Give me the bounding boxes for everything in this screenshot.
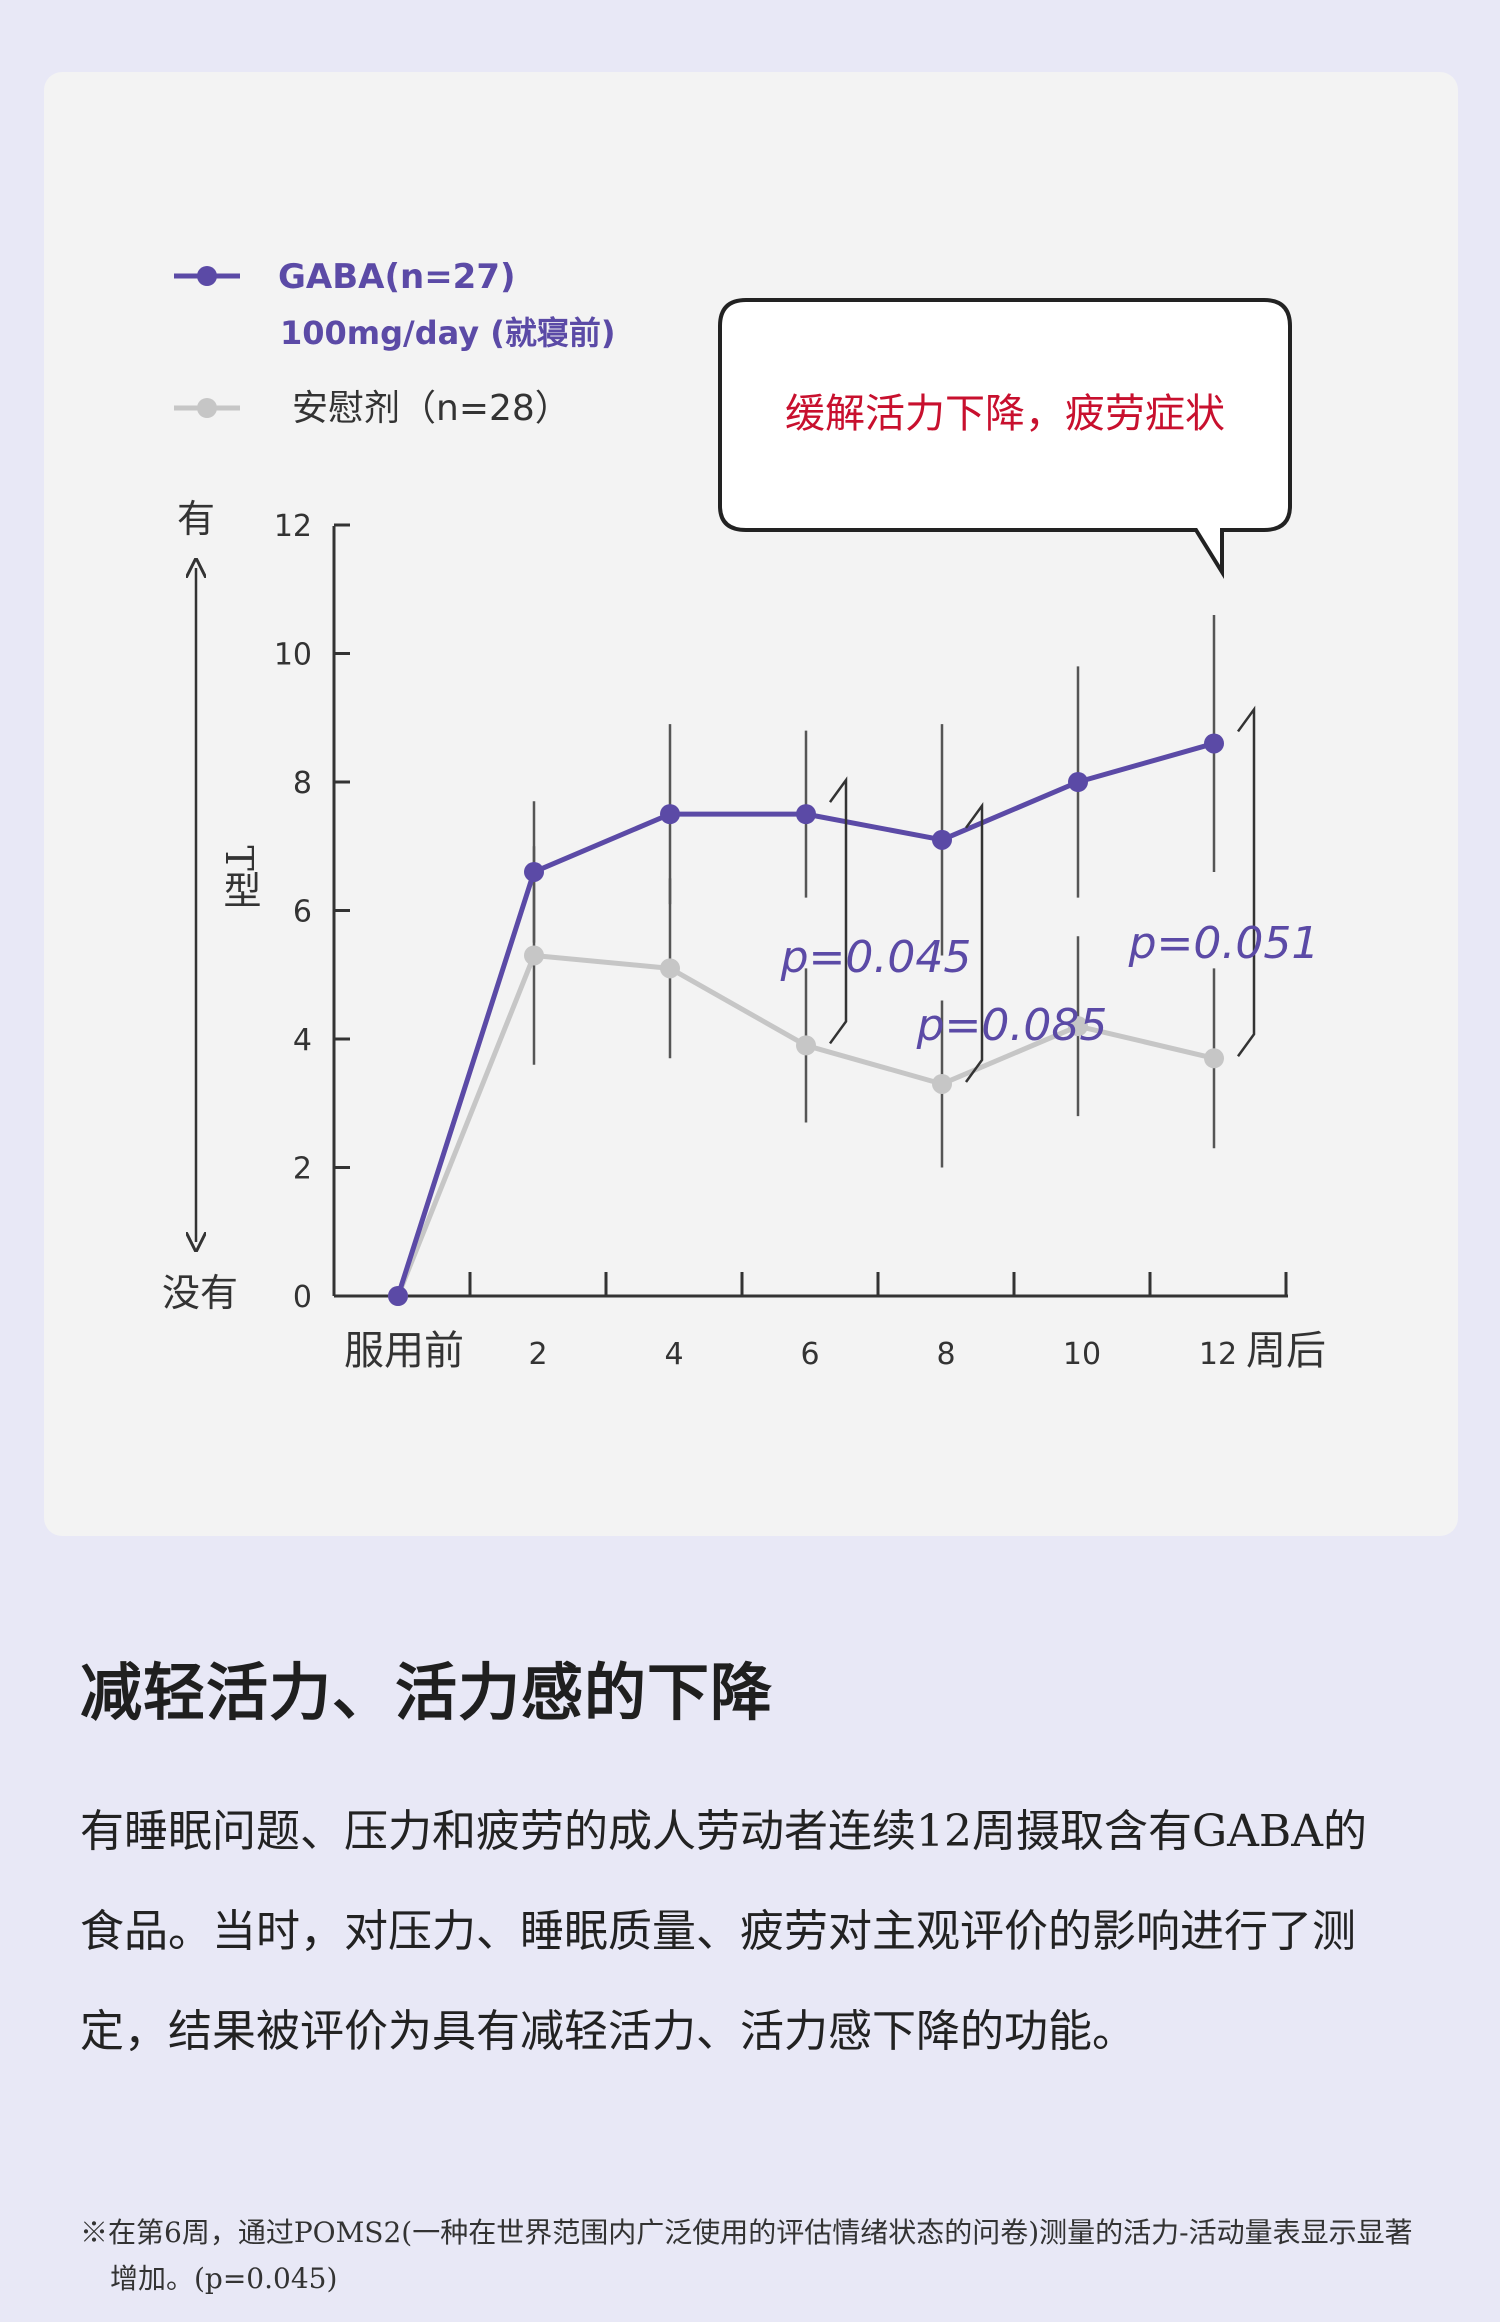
significance-bracket bbox=[1236, 705, 1256, 1058]
p-value-label: p=0.051 bbox=[1128, 918, 1320, 969]
legend: GABA(n=27) 100mg/day (就寝前) 安慰剂（n=28） bbox=[174, 257, 616, 429]
chart-card: GABA(n=27) 100mg/day (就寝前) 安慰剂（n=28） 缓解活… bbox=[44, 72, 1458, 1536]
data-point bbox=[660, 958, 680, 979]
x-tick-label: 2 bbox=[528, 1337, 547, 1372]
x-tick-label: 8 bbox=[936, 1337, 955, 1372]
legend-gaba-label: GABA(n=27) bbox=[278, 257, 516, 297]
callout-bubble: 缓解活力下降，疲劳症状 bbox=[718, 298, 1292, 580]
y-tick-label: 8 bbox=[293, 766, 312, 801]
y-tick-label: 10 bbox=[274, 638, 312, 673]
legend-gaba-marker bbox=[197, 266, 217, 286]
x-tick-label: 12 bbox=[1199, 1337, 1237, 1372]
data-point bbox=[524, 945, 544, 966]
y-axis-label: T型 bbox=[217, 845, 261, 908]
y-bottom-label: 没有 bbox=[162, 1271, 238, 1315]
callout-text: 缓解活力下降，疲劳症状 bbox=[785, 391, 1225, 437]
p-value-label: p=0.045 bbox=[780, 932, 972, 983]
section-heading: 减轻活力、活力感的下降 bbox=[80, 1656, 774, 1729]
data-point bbox=[660, 804, 680, 825]
data-point bbox=[932, 829, 952, 850]
x-tick-label: 4 bbox=[664, 1337, 683, 1372]
x-tick-label: 10 bbox=[1063, 1337, 1101, 1372]
axes: 0 2 4 6 8 10 12 服用前 2 4 6 8 10 12 周后 bbox=[274, 509, 1326, 1374]
x-tick-label: 服用前 bbox=[344, 1328, 464, 1374]
x-unit-label: 周后 bbox=[1246, 1328, 1326, 1374]
x-tick-label: 6 bbox=[800, 1337, 819, 1372]
data-point bbox=[1068, 772, 1088, 792]
p-value-label: p=0.085 bbox=[916, 1000, 1108, 1051]
data-point bbox=[524, 861, 544, 882]
y-direction-arrow: 有 没有 T型 bbox=[162, 497, 261, 1315]
y-ticks: 0 2 4 6 8 10 12 bbox=[274, 509, 350, 1315]
y-tick-label: 0 bbox=[293, 1280, 312, 1315]
y-tick-label: 12 bbox=[274, 509, 312, 544]
x-ticks: 服用前 2 4 6 8 10 12 周后 bbox=[344, 1272, 1326, 1374]
legend-placebo-marker bbox=[197, 398, 217, 418]
series-gaba bbox=[388, 614, 1224, 1306]
data-point bbox=[1204, 1048, 1224, 1069]
line-chart: GABA(n=27) 100mg/day (就寝前) 安慰剂（n=28） 缓解活… bbox=[162, 257, 1326, 1374]
significance-bracket bbox=[828, 776, 848, 1045]
y-tick-label: 4 bbox=[293, 1023, 312, 1058]
data-point bbox=[1068, 1016, 1088, 1037]
data-point bbox=[388, 1286, 408, 1306]
legend-gaba-dose: 100mg/day (就寝前) bbox=[280, 314, 616, 352]
series-layer bbox=[388, 614, 1224, 1306]
data-point bbox=[796, 1035, 816, 1056]
y-top-label: 有 bbox=[177, 497, 215, 541]
series-placebo bbox=[388, 846, 1224, 1306]
y-tick-label: 2 bbox=[293, 1152, 312, 1187]
annotation-layer: p=0.045 p=0.085 p=0.051 bbox=[780, 705, 1320, 1083]
callout-shape bbox=[718, 298, 1292, 580]
body-paragraph: 有睡眠问题、压力和疲劳的成人劳动者连续12周摄取含有GABA的食品。当时，对压力… bbox=[80, 1806, 1368, 2057]
data-point bbox=[932, 1073, 952, 1094]
significance-bracket bbox=[964, 801, 984, 1083]
legend-placebo-label: 安慰剂（n=28） bbox=[292, 388, 571, 429]
footnote: ※在第6周，通过POMS2(一种在世界范围内广泛使用的评估情绪状态的问卷)测量的… bbox=[80, 2216, 1413, 2295]
y-tick-label: 6 bbox=[293, 895, 312, 930]
data-point bbox=[1204, 733, 1224, 754]
data-point bbox=[796, 804, 816, 825]
